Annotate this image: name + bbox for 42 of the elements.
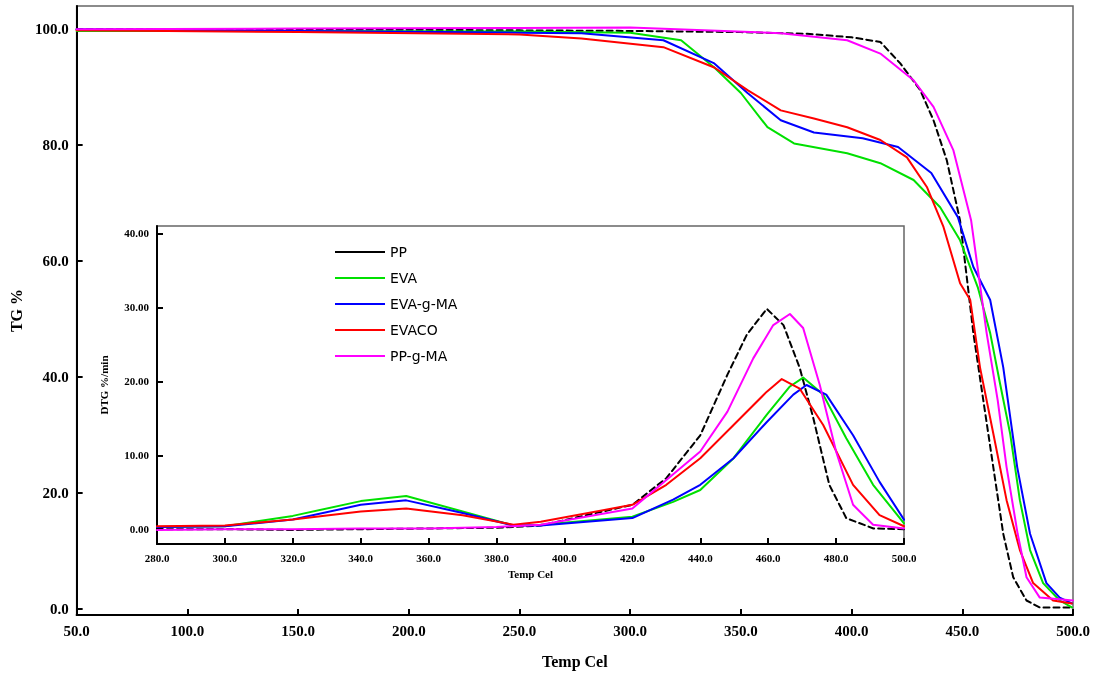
x-tick-label: 480.0 [823, 551, 849, 564]
y-tick-label: 40.00 [124, 227, 150, 240]
y-tick-label: 0.00 [129, 523, 150, 536]
x-tick-label: 350.0 [724, 622, 758, 639]
x-axis-title: Temp Cel [542, 652, 609, 671]
y-tick-label: 10.00 [124, 449, 150, 462]
y-tick-label: 0.0 [49, 601, 69, 618]
x-tick-label: 500.0 [891, 551, 917, 564]
x-tick-label: 280.0 [144, 551, 170, 564]
x-tick-label: 420.0 [619, 551, 646, 564]
x-tick-label: 440.0 [687, 551, 714, 564]
x-axis-title: Temp Cel [507, 567, 554, 580]
x-tick-label: 300.0 [613, 622, 648, 639]
x-tick-label: 320.0 [280, 551, 306, 564]
y-tick-label: 80.0 [42, 137, 69, 154]
y-axis-title: DTG %/min [97, 355, 110, 415]
y-tick-label: 30.00 [124, 301, 150, 314]
x-tick-label: 450.0 [945, 622, 980, 639]
y-tick-label: 20.00 [124, 375, 150, 388]
x-tick-label: 460.0 [755, 551, 782, 564]
x-tick-label: 200.0 [391, 622, 426, 639]
legend-label: EVA [390, 270, 418, 286]
x-tick-label: 50.0 [63, 622, 90, 639]
x-tick-label: 400.0 [834, 622, 869, 639]
y-tick-label: 100.0 [34, 21, 69, 38]
y-axis-title: TG % [7, 288, 25, 333]
x-tick-label: 150.0 [281, 622, 315, 639]
x-tick-label: 250.0 [502, 622, 537, 639]
x-tick-label: 340.0 [348, 551, 374, 564]
legend-label: PP [390, 244, 407, 260]
legend-label: EVA-g-MA [390, 296, 458, 312]
legend-label: PP-g-MA [390, 348, 448, 364]
y-tick-label: 20.0 [42, 485, 69, 502]
x-tick-label: 380.0 [484, 551, 510, 564]
x-tick-label: 500.0 [1056, 622, 1090, 639]
y-tick-label: 40.0 [42, 369, 69, 386]
x-tick-label: 360.0 [416, 551, 442, 564]
x-tick-label: 300.0 [212, 551, 238, 564]
y-tick-label: 60.0 [42, 253, 69, 270]
legend-label: EVACO [390, 322, 438, 338]
x-tick-label: 100.0 [170, 622, 205, 639]
x-tick-label: 400.0 [552, 551, 578, 564]
